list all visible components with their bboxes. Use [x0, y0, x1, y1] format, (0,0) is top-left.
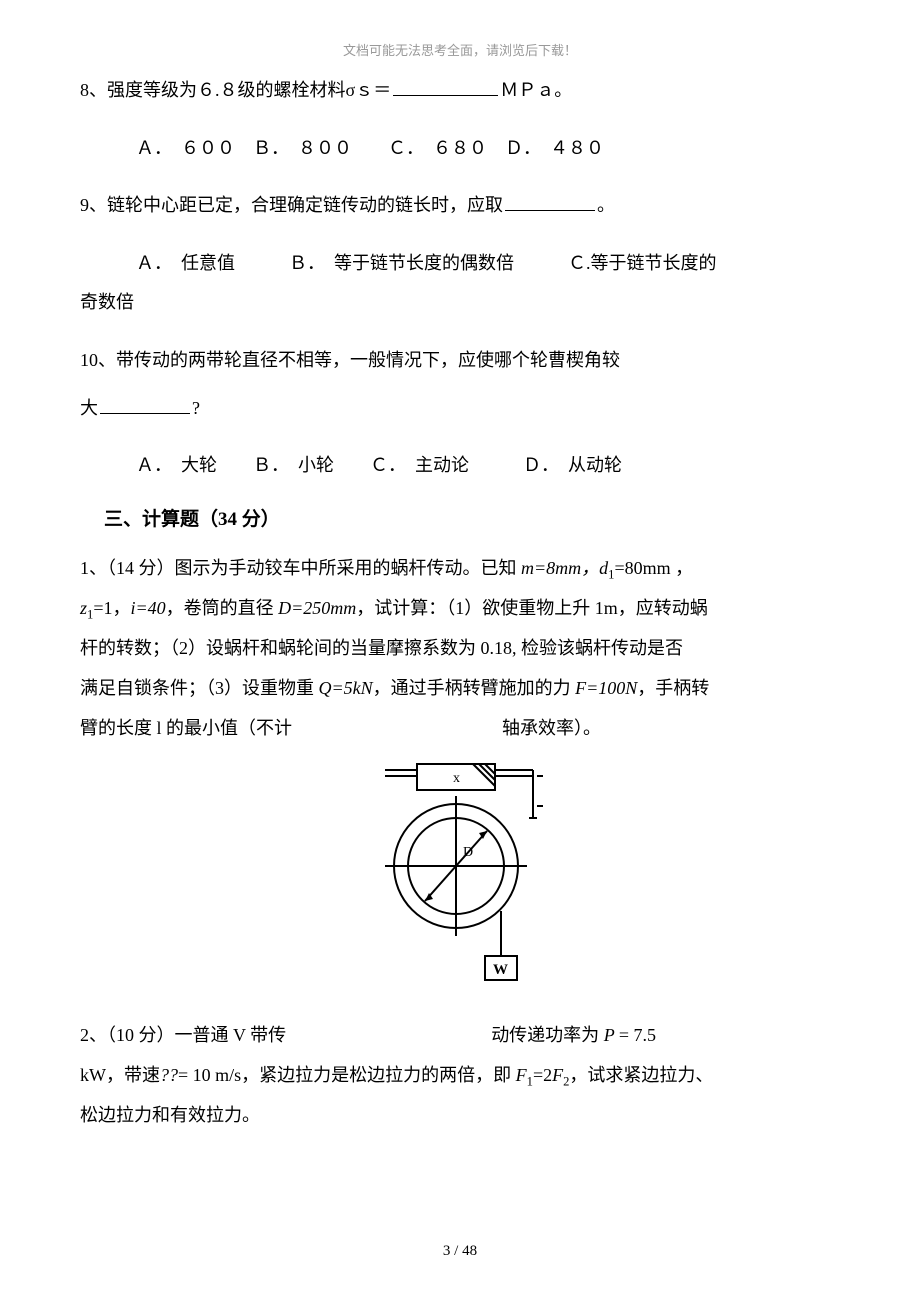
- c1-l4b: ，通过手柄转臂施加的力: [373, 678, 576, 698]
- question-9: 9、链轮中心距已定，合理确定链传动的链长时，应取 。: [80, 186, 840, 226]
- c1-l3: 杆的转数；（2）设蜗杆和蜗轮间的当量摩擦系数为 0.18, 检验该蜗杆传动是否: [80, 638, 683, 658]
- q8-options: Ａ． ６００ Ｂ． ８００ Ｃ． ６８０ Ｄ． ４８０: [80, 129, 840, 169]
- q10-after: ?: [192, 398, 200, 418]
- q9-label: 9、: [80, 195, 107, 215]
- q9-after: 。: [597, 195, 615, 215]
- c1-l2d: ，卷筒的直径: [166, 598, 279, 618]
- c1-d1-label: d: [599, 558, 608, 578]
- q10-line2: 大?: [80, 389, 840, 429]
- diagram-label-d: D: [463, 845, 473, 860]
- c1-i: i=40: [130, 598, 165, 618]
- c1-l4c: ，手柄转: [637, 678, 709, 698]
- section-3-title: 三、计算题（34 分）: [104, 504, 840, 531]
- c2-F1: F: [516, 1065, 527, 1085]
- winch-figure: x D W: [80, 756, 840, 996]
- c1-z1: z: [80, 598, 87, 618]
- q10-blank: [100, 394, 190, 414]
- c2-l3: 松边拉力和有效拉力。: [80, 1105, 260, 1125]
- q9-before: 链轮中心距已定，合理确定链传动的链长时，应取: [107, 195, 503, 215]
- question-8: 8、强度等级为６.８级的螺栓材料σｓ＝ ＭＰａ。: [80, 71, 840, 111]
- page-footer: 3 / 48: [0, 1243, 920, 1260]
- q8-text: 8、强度等级为６.８级的螺栓材料σｓ＝ ＭＰａ。: [80, 71, 840, 111]
- winch-diagram: x D W: [355, 756, 565, 991]
- c2-vv: = 10 m/s，紧边拉力是松边拉力的两倍，即: [178, 1065, 516, 1085]
- q10-before: 大: [80, 398, 98, 418]
- q9-opt-line2: 奇数倍: [80, 283, 840, 323]
- diagram-label-w: W: [493, 962, 508, 978]
- c1-l5a: 臂的长度 l 的最小值（不计: [80, 718, 292, 738]
- q10-label: 10、: [80, 350, 116, 370]
- c1-l1: 1、（14 分）图示为手动铰车中所采用的蜗杆传动。已知: [80, 558, 521, 578]
- q9-blank: [505, 191, 595, 211]
- diagram-label-x: x: [453, 771, 460, 786]
- calc-q1: 1、（14 分）图示为手动铰车中所采用的蜗杆传动。已知 m=8mm，d1=80m…: [80, 549, 840, 748]
- c1-Q: Q=5kN: [319, 678, 373, 698]
- q10-options: Ａ． 大轮 Ｂ． 小轮 Ｃ． 主动论 Ｄ． 从动轮: [80, 446, 840, 486]
- q9-options: Ａ． 任意值 Ｂ． 等于链节长度的偶数倍 Ｃ.等于链节长度的 奇数倍: [80, 244, 840, 323]
- c1-d1-val: =80mm ，: [614, 558, 693, 578]
- q8-before: 强度等级为６.８级的螺栓材料σｓ＝: [107, 80, 391, 100]
- q10-text: 10、带传动的两带轮直径不相等，一般情况下，应使哪个轮曹楔角较: [80, 341, 840, 381]
- c1-F: F=100N: [575, 678, 637, 698]
- c2-l2a: kW，带速: [80, 1065, 160, 1085]
- q8-blank: [393, 76, 498, 96]
- c2-l1b: 动传递功率为: [491, 1025, 604, 1045]
- c2-l1a: 2、（10 分）一普通 V 带传: [80, 1025, 286, 1045]
- c1-D: D=250mm: [278, 598, 356, 618]
- c2-Pv: = 7.5: [619, 1025, 656, 1045]
- q9-text: 9、链轮中心距已定，合理确定链传动的链长时，应取 。: [80, 186, 840, 226]
- question-10: 10、带传动的两带轮直径不相等，一般情况下，应使哪个轮曹楔角较 大?: [80, 341, 840, 428]
- q10-line1: 带传动的两带轮直径不相等，一般情况下，应使哪个轮曹楔角较: [116, 350, 620, 370]
- calc-q2: 2、（10 分）一普通 V 带传 动传递功率为 P = 7.5 kW，带速??= …: [80, 1016, 840, 1135]
- c1-l2b: =1，: [93, 598, 130, 618]
- c1-l4: 满足自锁条件；（3）设重物重: [80, 678, 319, 698]
- q8-label: 8、: [80, 80, 107, 100]
- q9-opt-line1: Ａ． 任意值 Ｂ． 等于链节长度的偶数倍 Ｃ.等于链节长度的: [136, 244, 840, 284]
- c2-v: ??: [160, 1065, 178, 1085]
- c1-m: m=8mm，: [521, 558, 599, 578]
- c2-l2b: ，试求紧边拉力、: [569, 1065, 713, 1085]
- c2-P: P: [604, 1025, 619, 1045]
- c1-l5b: 轴承效率）。: [502, 718, 601, 738]
- header-note: 文档可能无法思考全面，请浏览后下载！: [80, 40, 840, 59]
- c2-F2: F: [552, 1065, 563, 1085]
- c1-l2f: ，试计算：（1）欲使重物上升 1m，应转动蜗: [356, 598, 708, 618]
- c2-eq: =2: [533, 1065, 552, 1085]
- q8-after: ＭＰａ。: [500, 80, 572, 100]
